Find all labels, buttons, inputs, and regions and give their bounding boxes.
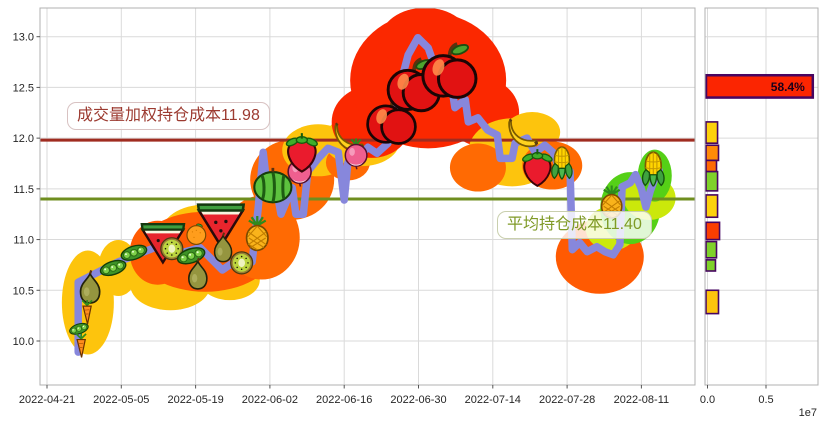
x-tick-label: 2022-07-14: [465, 394, 521, 406]
panel-x-tick-label: 0.5: [758, 394, 773, 406]
volume-bar: [705, 194, 719, 219]
volume-bar: [705, 144, 720, 162]
volume-bar: [705, 240, 718, 259]
volume-bar: [705, 221, 721, 241]
x-tick-label: 2022-06-30: [390, 394, 446, 406]
vwap-cost-label: 成交量加权持仓成本11.98: [67, 102, 270, 130]
cost-lines: [40, 138, 695, 201]
y-tick-label: 10.5: [13, 285, 34, 297]
y-tick-label: 11.5: [13, 184, 34, 196]
x-tick-label: 2022-04-21: [19, 394, 75, 406]
y-tick-label: 11.0: [13, 235, 34, 247]
x-tick-label: 2022-05-05: [93, 394, 149, 406]
y-tick-label: 13.0: [13, 32, 34, 44]
x-tick-label: 2022-06-16: [316, 394, 372, 406]
axis-labels: 10.0 10.5 11.0 11.5 12.0 12.5 13.0 2022-04-21 20…: [13, 32, 817, 419]
price-plot: [40, 8, 695, 359]
x-tick-label: 2022-06-02: [242, 394, 298, 406]
volume-bar: [705, 170, 719, 192]
volume-bar: [705, 259, 717, 272]
avg-cost-label: 平均持仓成本11.40: [497, 211, 652, 239]
y-tick-label: 10.0: [13, 336, 34, 348]
volume-blobs: [61, 8, 676, 355]
x-tick-label: 2022-07-28: [539, 394, 595, 406]
volume-bar: [705, 121, 719, 145]
kiwi-icon: [230, 251, 254, 275]
plot-borders: [39, 7, 819, 386]
axis-offset-label: 1e7: [799, 407, 817, 419]
y-tick-label: 12.5: [13, 82, 34, 94]
volume-profile: 58.4%: [705, 73, 815, 315]
volume-bar-percentage: 58.4%: [771, 80, 805, 94]
volume-bar: [705, 159, 718, 173]
pineapple-icon: [245, 215, 270, 252]
volume-bar: [705, 73, 815, 99]
volume-bar: [705, 289, 720, 315]
x-tick-label: 2022-08-11: [614, 394, 669, 406]
panel-x-tick-label: 0.0: [700, 394, 715, 406]
x-tick-label: 2022-05-19: [167, 394, 223, 406]
y-tick-label: 12.0: [13, 133, 34, 145]
